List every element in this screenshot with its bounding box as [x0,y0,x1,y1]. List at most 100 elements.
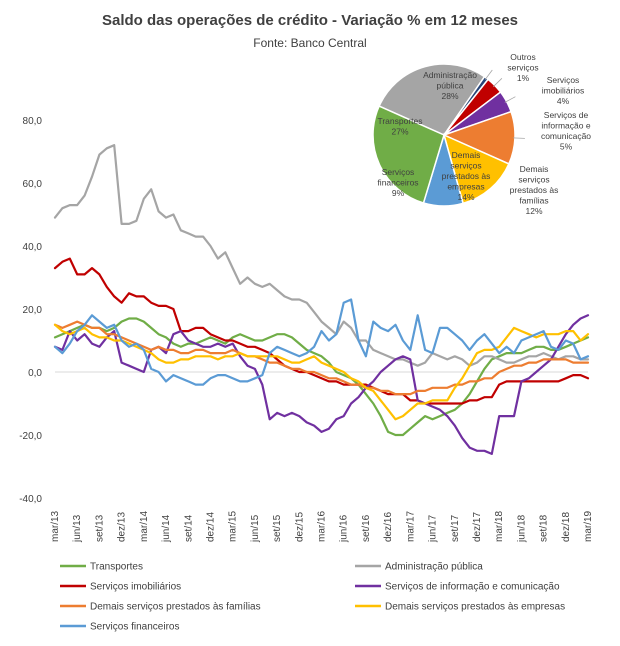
x-tick-label: dez/18 [561,512,572,542]
legend-label: Transportes [90,562,143,573]
legend-item-transportes: Transportes [60,562,143,573]
pie-label-line: serviços [450,161,481,171]
x-tick-label: dez/13 [117,512,128,542]
x-tick-label: mar/13 [50,510,61,542]
legend-label: Serviços de informação e comunicação [385,582,560,593]
pie-label-line: Demais [452,150,481,160]
pie-leader-line [493,78,503,87]
y-tick-label: 0,0 [28,368,42,379]
legend-label: Demais serviços prestados às empresas [385,602,565,613]
y-tick-label: -20,0 [19,431,42,442]
series-layer [53,144,590,455]
pie-label-line: 9% [392,188,405,198]
x-tick-label: set/14 [183,514,194,542]
pie-label-line: 1% [517,73,530,83]
legend-item-demais-servicos-prestados-as-empresas: Demais serviços prestados às empresas [355,602,565,613]
x-tick-label: jun/18 [516,514,527,543]
pie-label-line: Administração [423,70,477,80]
y-tick-label: 40,0 [23,242,43,253]
pie-label-line: imobiliários [542,86,585,96]
pie-label-line: 5% [560,142,573,152]
pie-label-line: famílias [519,196,548,206]
x-tick-label: mar/15 [228,510,239,542]
pie-leader-line [504,96,516,103]
x-tick-label: jun/15 [250,514,261,543]
pie-label-line: comunicação [541,131,591,141]
y-tick-label: 20,0 [23,305,43,316]
series-line-transportes [53,317,590,437]
legend-label: Demais serviços prestados às famílias [90,602,261,613]
series-line-servicos-de-informacao-e-comunicacao [53,314,590,455]
x-tick-label: mar/14 [139,510,150,542]
pie-label-line: empresas [447,182,484,192]
x-tick-label: mar/18 [494,510,505,542]
pie-label-line: Outros [510,52,536,62]
pie-label-line: 28% [441,91,458,101]
series-line-demais-servicos-prestados-as-familias [53,320,590,396]
x-tick-label: set/17 [450,514,461,542]
legend-item-administracao-publica: Administração pública [355,562,483,573]
x-tick-label: mar/19 [583,510,594,542]
pie-label-line: prestados às [510,185,559,195]
legend-item-servicos-imobiliarios: Serviços imobiliários [60,582,181,593]
pie-label-line: prestados às [442,171,491,181]
pie-label-line: 12% [525,206,542,216]
pie-label-line: Serviços de [544,110,589,120]
legend-label: Administração pública [385,562,483,573]
x-tick-label: set/15 [272,514,283,542]
x-tick-label: dez/16 [383,512,394,542]
x-tick-label: jun/13 [72,514,83,543]
x-tick-label: set/13 [94,514,105,542]
axes: -40,0 -20,0 0,0 20,0 40,0 60,0 80,0 mar/13 jun/1… [19,116,594,543]
x-tick-label: jun/16 [339,514,350,543]
pie-label-line: Serviços [547,75,580,85]
pie-label-line: serviços [507,63,538,73]
x-tick-label: dez/14 [205,512,216,542]
pie-leader-line [484,69,493,80]
pie-label-line: financeiros [377,178,418,188]
series-line-servicos-imobiliarios [53,257,590,405]
y-tick-label: -40,0 [19,494,42,505]
pie-label-line: pública [437,81,464,91]
x-tick-label: dez/15 [294,512,305,542]
y-tick-label: 80,0 [23,116,43,127]
x-tick-label: jun/14 [161,514,172,543]
pie-label-line: Transportes [377,116,422,126]
y-tick-label: 60,0 [23,179,43,190]
series-line-servicos-financeiros [53,298,590,386]
legend: Transportes Administração pública Serviços… [60,562,565,633]
pie-slice-demais-servicos-prestados-as-empresas [442,133,510,205]
chart-title: Saldo das operações de crédito - Variaçã… [102,12,518,29]
x-tick-label: jun/17 [428,514,439,543]
pie-label-line: 27% [391,127,408,137]
x-tick-label: set/16 [361,514,372,542]
series-line-administracao-publica [53,144,590,367]
chart-subtitle: Fonte: Banco Central [253,36,366,50]
pie-label-line: 4% [557,96,570,106]
pie-leader-line [512,137,525,139]
legend-item-demais-servicos-prestados-as-familias: Demais serviços prestados às famílias [60,602,261,613]
pie-slice-transportes [372,105,445,204]
x-tick-label: mar/16 [317,510,328,542]
pie-label-line: serviços [518,175,549,185]
x-tick-label: mar/17 [405,510,416,542]
legend-label: Serviços imobiliários [90,582,181,593]
legend-label: Serviços financeiros [90,622,179,633]
x-tick-label: dez/17 [472,512,483,542]
x-tick-label: set/18 [539,514,550,542]
pie-label-line: Serviços [382,167,415,177]
pie-label-line: informação e [541,121,590,131]
pie-label-line: Demais [520,164,549,174]
legend-item-servicos-financeiros: Serviços financeiros [60,622,179,633]
